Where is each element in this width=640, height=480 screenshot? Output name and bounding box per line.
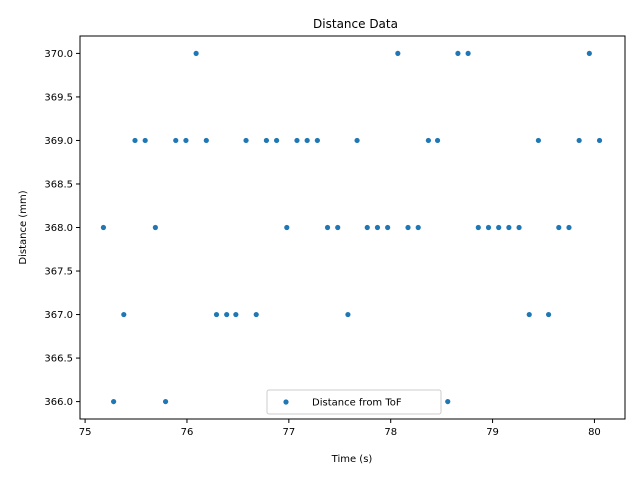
legend: Distance from ToF bbox=[266, 389, 442, 415]
data-point bbox=[253, 311, 259, 318]
legend-frame bbox=[266, 389, 442, 415]
data-point bbox=[526, 311, 532, 318]
data-point bbox=[546, 311, 552, 318]
x-tick-label: 80 bbox=[588, 427, 601, 438]
y-axis: 366.0 366.5 367.0 367.5 368.0 368.5 369.0 369.5… bbox=[44, 49, 80, 408]
data-point bbox=[345, 311, 351, 318]
data-point bbox=[506, 224, 512, 231]
data-point bbox=[385, 224, 391, 231]
data-point bbox=[596, 137, 603, 144]
data-point bbox=[111, 398, 117, 405]
data-point bbox=[173, 137, 179, 144]
data-point bbox=[294, 137, 300, 144]
data-point bbox=[566, 224, 572, 231]
y-axis-label: Distance (mm) bbox=[18, 190, 29, 264]
data-point bbox=[475, 224, 481, 231]
y-tick-label: 369.5 bbox=[44, 92, 73, 103]
data-points bbox=[100, 50, 603, 405]
x-tick-label: 75 bbox=[79, 427, 92, 438]
legend-label: Distance from ToF bbox=[312, 398, 402, 409]
y-tick-label: 369.0 bbox=[44, 136, 73, 147]
x-axis-label: Time (s) bbox=[331, 454, 373, 465]
data-point bbox=[485, 224, 492, 231]
data-point bbox=[100, 224, 107, 231]
data-point bbox=[152, 224, 158, 231]
data-point bbox=[183, 137, 189, 144]
data-point bbox=[284, 224, 290, 231]
data-point bbox=[455, 50, 461, 57]
data-point bbox=[243, 137, 249, 144]
data-point bbox=[395, 50, 401, 57]
x-tick-label: 78 bbox=[384, 427, 397, 438]
y-tick-label: 370.0 bbox=[44, 49, 73, 60]
data-point bbox=[203, 137, 209, 144]
data-point bbox=[314, 137, 320, 144]
legend-marker bbox=[283, 399, 289, 405]
data-point bbox=[586, 50, 592, 57]
data-point bbox=[354, 137, 360, 144]
data-point bbox=[374, 224, 381, 231]
data-point bbox=[274, 137, 280, 144]
data-point bbox=[434, 137, 441, 144]
data-point bbox=[535, 137, 542, 144]
data-point bbox=[213, 311, 220, 318]
data-point bbox=[263, 137, 270, 144]
y-tick-label: 366.5 bbox=[44, 354, 73, 365]
y-tick-label: 367.5 bbox=[44, 267, 73, 278]
chart-title: Distance Data bbox=[313, 17, 398, 31]
x-tick-label: 76 bbox=[181, 427, 194, 438]
x-tick-label: 79 bbox=[486, 427, 499, 438]
data-point bbox=[324, 224, 331, 231]
data-point bbox=[405, 224, 411, 231]
data-point bbox=[425, 137, 431, 144]
data-point bbox=[576, 137, 582, 144]
data-point bbox=[224, 311, 230, 318]
y-tick-label: 366.0 bbox=[44, 397, 73, 408]
data-point bbox=[364, 224, 370, 231]
y-tick-label: 368.5 bbox=[44, 179, 73, 190]
data-point bbox=[162, 398, 169, 405]
y-tick-label: 368.0 bbox=[44, 223, 73, 234]
data-point bbox=[496, 224, 502, 231]
data-point bbox=[516, 224, 522, 231]
data-point bbox=[556, 224, 562, 231]
x-tick-label: 77 bbox=[282, 427, 295, 438]
data-point bbox=[233, 311, 239, 318]
data-point bbox=[132, 137, 138, 144]
data-point bbox=[335, 224, 341, 231]
data-point bbox=[142, 137, 148, 144]
y-tick-label: 367.0 bbox=[44, 310, 73, 321]
x-axis: 75 76 77 78 79 80 bbox=[79, 419, 601, 438]
data-point bbox=[121, 311, 127, 318]
data-point bbox=[415, 224, 421, 231]
data-point bbox=[445, 398, 451, 405]
data-point bbox=[193, 50, 199, 57]
data-point bbox=[465, 50, 471, 57]
data-point bbox=[304, 137, 310, 144]
